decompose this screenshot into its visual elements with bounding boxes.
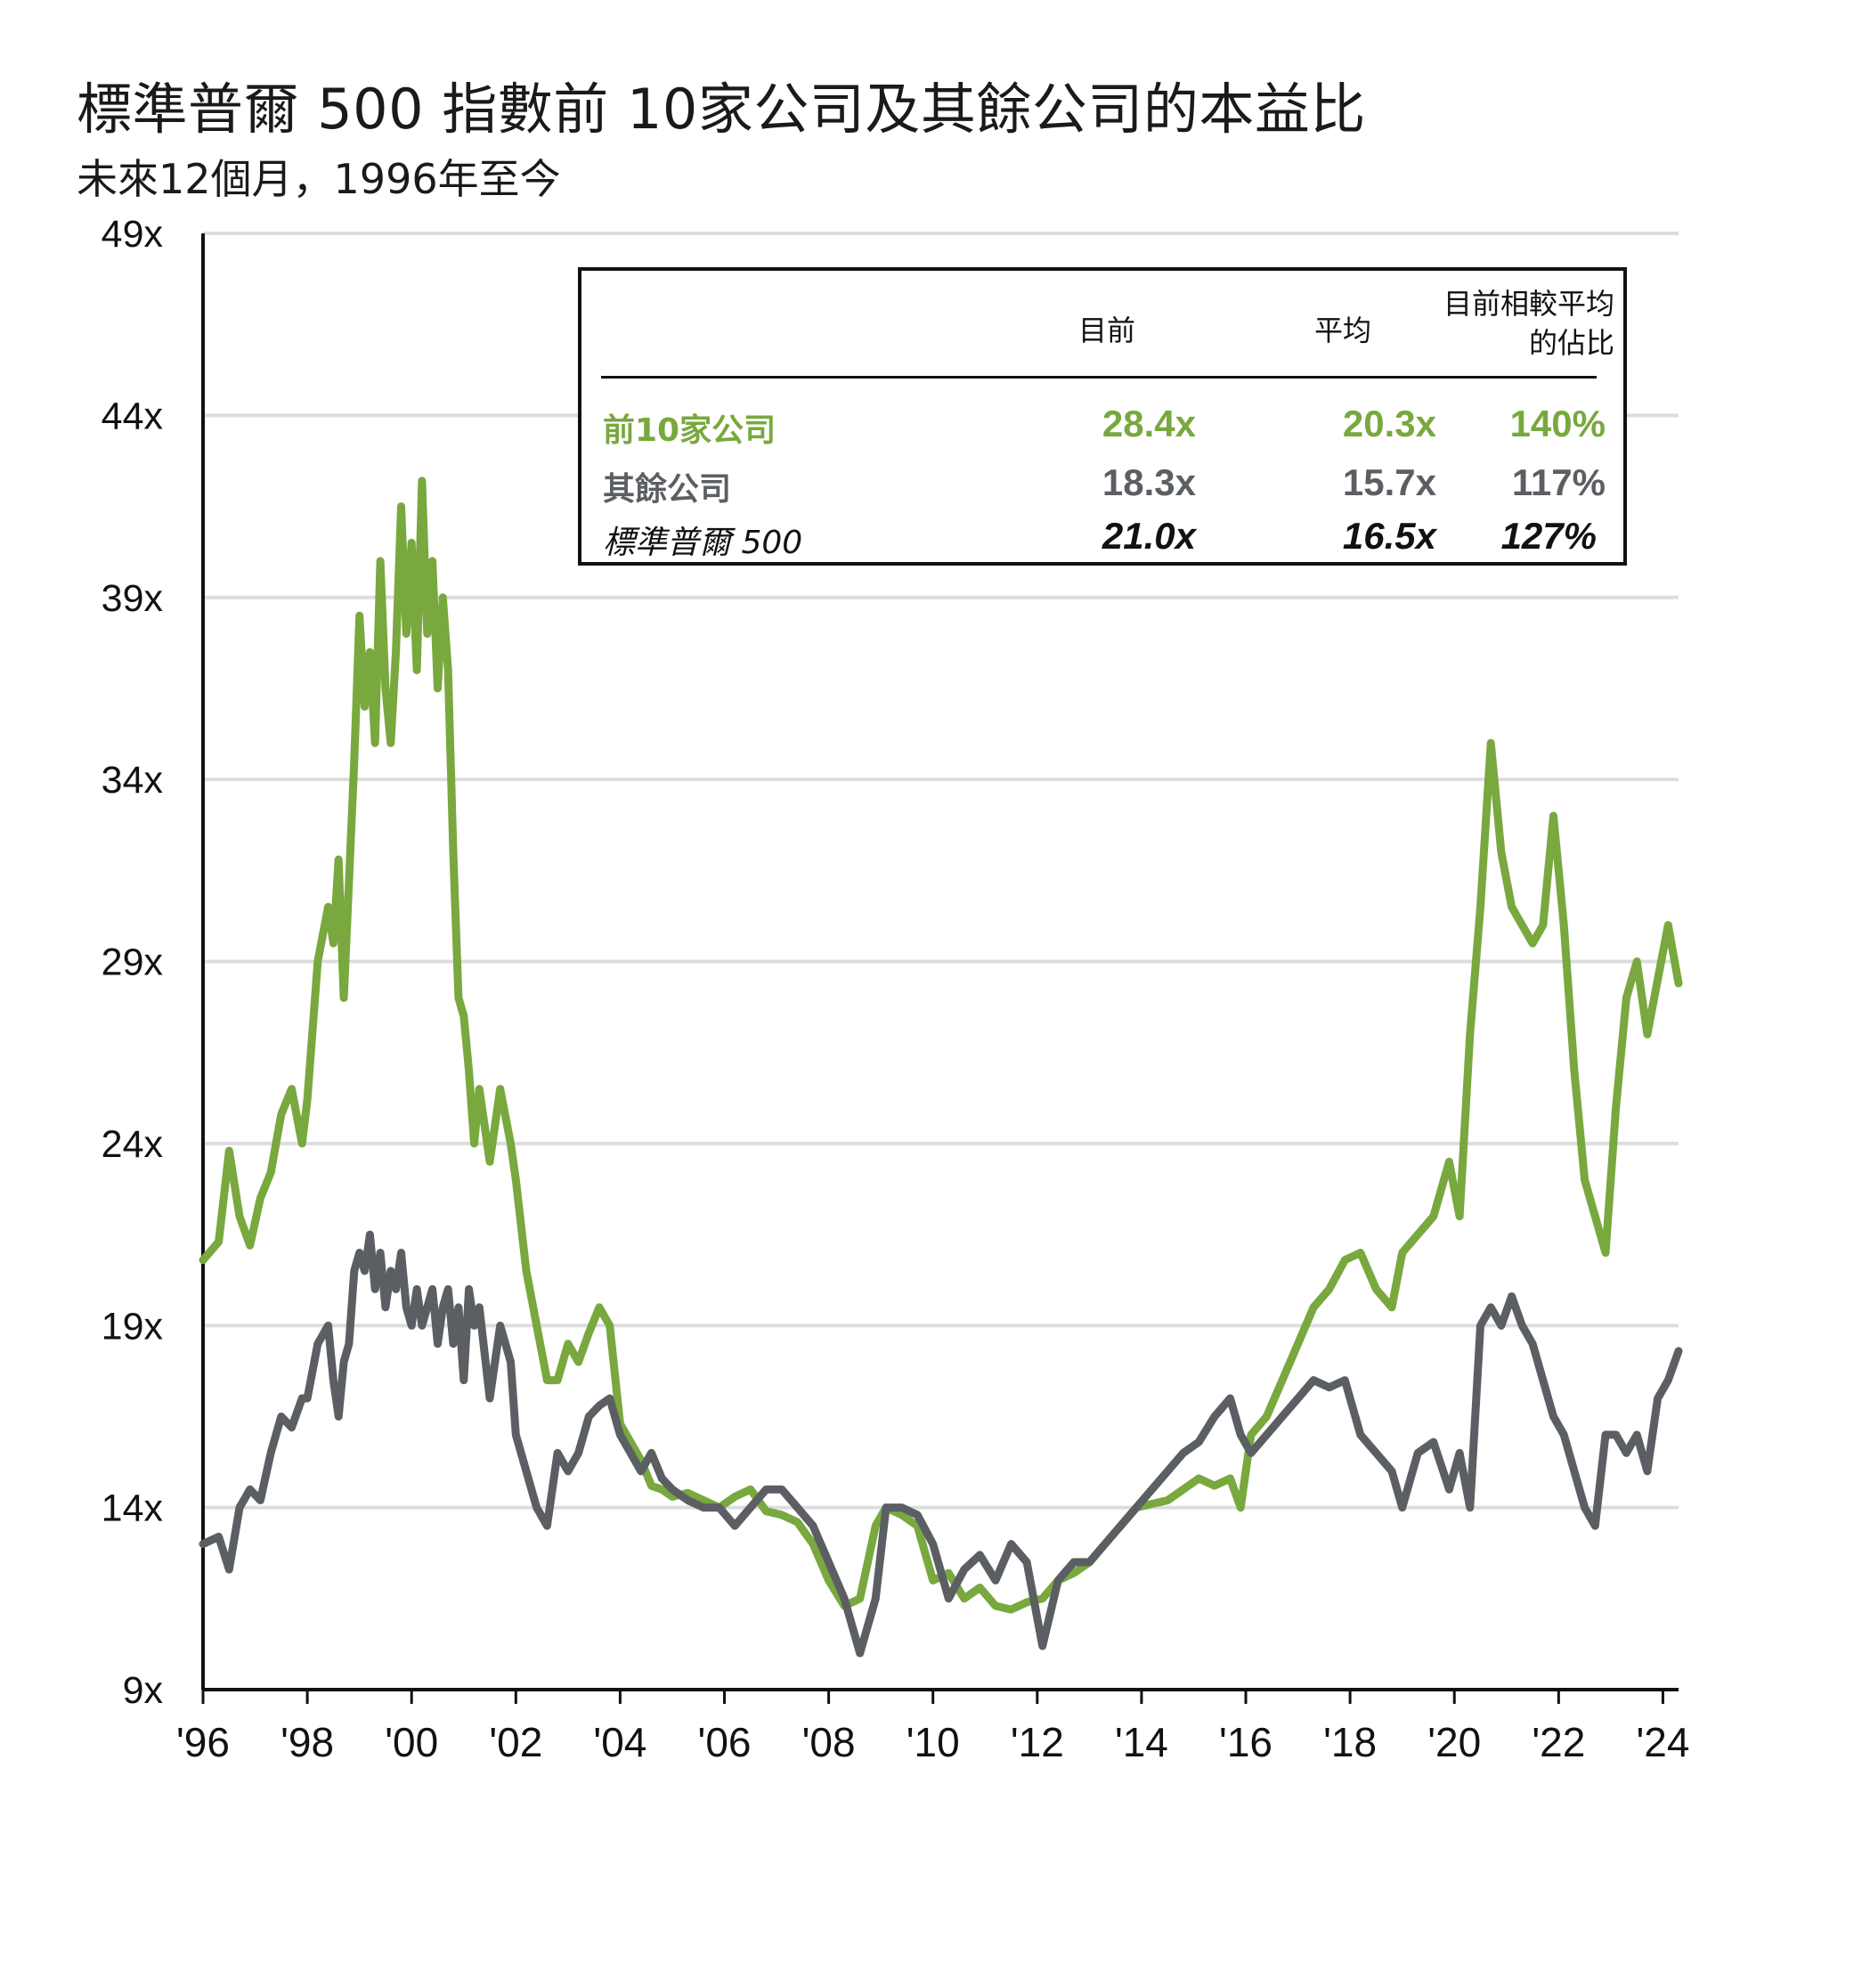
series-line-top10 (199, 477, 1683, 1614)
summary-table: 目前 平均 目前相較平均 的佔比 前10家公司 28.4x 20.3x 140%… (578, 267, 1627, 566)
x-tick-label: '24 (1636, 1719, 1689, 1765)
rest-average: 15.7x (1342, 461, 1436, 503)
series-lines (199, 477, 1683, 1658)
header-average: 平均 (1313, 314, 1371, 347)
rest-ratio: 117% (1511, 461, 1606, 503)
row-label-sp500: 標準普爾 500 (603, 525, 803, 561)
x-tick-label: '08 (802, 1719, 856, 1765)
x-tick-label: '10 (907, 1719, 960, 1765)
x-tick-label: '12 (1011, 1719, 1064, 1765)
x-tick-label: '02 (489, 1719, 542, 1765)
rest-current: 18.3x (1102, 461, 1196, 503)
row-label-top10: 前10家公司 (603, 412, 776, 449)
y-tick-label: 9x (123, 1669, 164, 1712)
series-line-rest (199, 1230, 1683, 1658)
sp500-average: 16.5x (1342, 515, 1436, 557)
top10-current: 28.4x (1102, 403, 1196, 444)
x-tick-label: '96 (176, 1719, 230, 1765)
y-tick-label: 24x (102, 1123, 164, 1166)
y-tick-label: 44x (102, 395, 164, 437)
header-ratio-line2: 的佔比 (1528, 326, 1614, 360)
x-tick-label: '20 (1427, 1719, 1481, 1765)
axes (201, 233, 1679, 1704)
chart-title: 標準普爾 500 指數前 10家公司及其餘公司的本益比 (77, 77, 1366, 142)
x-tick-label: '18 (1323, 1719, 1377, 1765)
header-ratio-line1: 目前相較平均 (1443, 287, 1614, 321)
header-divider (601, 376, 1597, 379)
y-tick-label: 34x (102, 759, 164, 802)
x-tick-label: '22 (1532, 1719, 1585, 1765)
header-current: 目前 (1077, 314, 1135, 347)
chart-subtitle: 未來12個月，1996年至今 (77, 155, 561, 203)
sp500-ratio: 127% (1500, 515, 1597, 557)
row-label-rest: 其餘公司 (603, 471, 732, 508)
x-tick-label: '04 (593, 1719, 646, 1765)
x-tick-label: '98 (280, 1719, 334, 1765)
top10-ratio: 140% (1509, 403, 1606, 444)
y-tick-label: 14x (102, 1487, 164, 1530)
x-tick-label: '00 (385, 1719, 438, 1765)
y-tick-label: 29x (102, 941, 164, 984)
x-tick-label: '16 (1219, 1719, 1272, 1765)
y-axis-tick-labels: 9x 14x 19x 24x 29x 34x 39x 44x 49x (102, 213, 164, 1712)
y-tick-label: 19x (102, 1305, 164, 1348)
x-tick-label: '06 (698, 1719, 752, 1765)
x-tick-label: '14 (1115, 1719, 1168, 1765)
top10-average: 20.3x (1342, 403, 1436, 444)
x-axis-tick-labels: '96 '98 '00 '02 '04 '06 '08 '10 '12 '14 '16 '18 '20 '… (176, 1719, 1689, 1765)
y-tick-label: 49x (102, 213, 164, 256)
sp500-current: 21.0x (1102, 515, 1196, 557)
y-tick-label: 39x (102, 577, 164, 620)
